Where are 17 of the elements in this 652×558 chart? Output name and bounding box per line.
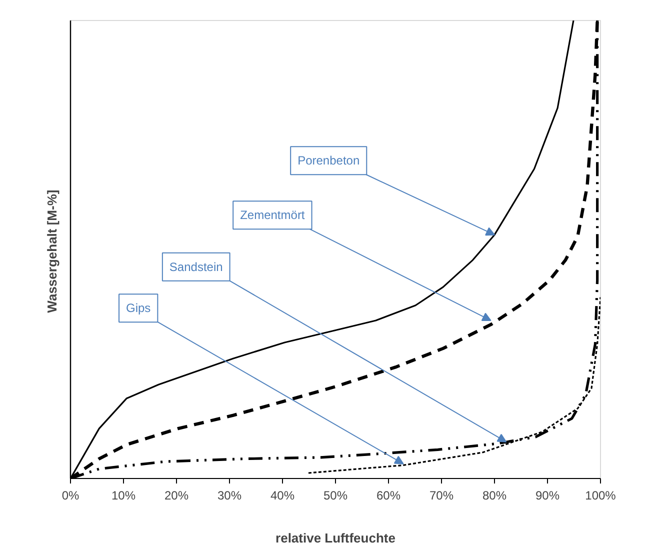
x-tick-label: 50%: [323, 488, 348, 502]
x-tick-label: 80%: [482, 488, 507, 502]
x-tick-label: 90%: [535, 488, 560, 502]
x-tick-label: 20%: [164, 488, 189, 502]
annotation: Porenbeton: [298, 154, 360, 168]
x-tick-label: 70%: [429, 488, 454, 502]
y-axis-title: Wassergehalt [M-%]: [44, 190, 60, 313]
x-tick-label: 100%: [585, 488, 616, 502]
annotation: Zementmört: [240, 208, 306, 222]
x-tick-label: 0%: [62, 488, 80, 502]
annotation: Gips: [126, 301, 151, 316]
x-tick-label: 30%: [217, 488, 242, 502]
annotation: Sandstein: [169, 260, 223, 274]
x-axis-title: relative Luftfeuchte: [276, 530, 396, 546]
x-tick-label: 60%: [376, 488, 401, 502]
x-tick-label: 10%: [111, 488, 136, 502]
x-tick-label: 40%: [270, 488, 295, 502]
